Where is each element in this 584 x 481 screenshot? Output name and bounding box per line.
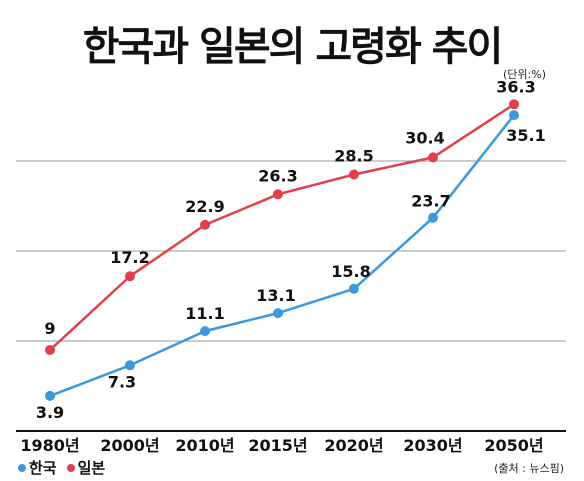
data-point-korea <box>273 308 283 319</box>
x-tick-label: 2030년 <box>403 436 462 455</box>
x-tick-label: 2015년 <box>248 436 307 455</box>
data-point-japan <box>200 219 210 230</box>
data-point-korea <box>45 390 55 401</box>
data-label-japan: 9 <box>44 319 55 338</box>
data-label-korea: 15.8 <box>331 262 370 281</box>
data-point-korea <box>125 360 135 371</box>
unit-label: (단위:%) <box>503 68 546 81</box>
x-tick-label: 2010년 <box>175 436 234 455</box>
legend-label-korea: 한국 <box>29 459 57 477</box>
gridlines <box>16 160 566 432</box>
data-label-japan: 30.4 <box>405 128 444 147</box>
legend-entry-japan: 일본 <box>66 457 106 478</box>
data-point-japan <box>428 152 438 163</box>
x-tick-label: 2020년 <box>324 436 383 455</box>
source-label: (출처 : 뉴스핌) <box>494 462 564 475</box>
data-label-japan: 26.3 <box>258 166 297 185</box>
data-label-korea: 23.7 <box>411 192 450 211</box>
data-label-korea: 13.1 <box>256 286 295 305</box>
data-point-japan <box>45 345 55 355</box>
data-label-japan: 28.5 <box>334 147 373 166</box>
data-point-korea <box>509 110 519 121</box>
data-point-korea <box>349 283 359 294</box>
data-point-japan <box>273 189 283 200</box>
x-tick-label: 1980년 <box>20 436 79 455</box>
data-label-korea: 7.3 <box>108 372 136 391</box>
x-tick-label: 2050년 <box>484 436 543 455</box>
data-point-japan <box>349 169 359 180</box>
legend-dot-japan <box>66 463 75 472</box>
legend-dot-korea <box>18 463 26 472</box>
data-label-korea: 3.9 <box>36 403 64 422</box>
data-point-korea <box>200 326 210 337</box>
data-label-japan: 17.2 <box>110 248 149 267</box>
data-label-korea: 11.1 <box>185 304 224 323</box>
data-label-japan: 36.3 <box>496 77 535 96</box>
x-axis: 1980년 2000년 2010년 2015년 2020년 2030년 2050년 <box>20 436 543 455</box>
data-point-korea <box>428 212 438 223</box>
legend-entry-korea: 한국 <box>18 457 57 478</box>
legend-label-japan: 일본 <box>77 459 106 477</box>
data-label-japan: 22.9 <box>185 197 224 216</box>
chart-title: 한국과 일본의 고령화 추이 <box>82 24 504 70</box>
data-label-korea: 35.1 <box>506 126 545 145</box>
data-point-japan <box>125 271 135 282</box>
series-lines <box>45 99 519 401</box>
legend: 한국 일본 <box>18 457 115 478</box>
data-point-japan <box>509 99 519 110</box>
x-tick-label: 2000년 <box>100 436 159 455</box>
data-labels: 3.9 7.3 11.1 13.1 15.8 23.7 35.1 9 17.2 22.9 26.3 2… <box>36 77 546 422</box>
